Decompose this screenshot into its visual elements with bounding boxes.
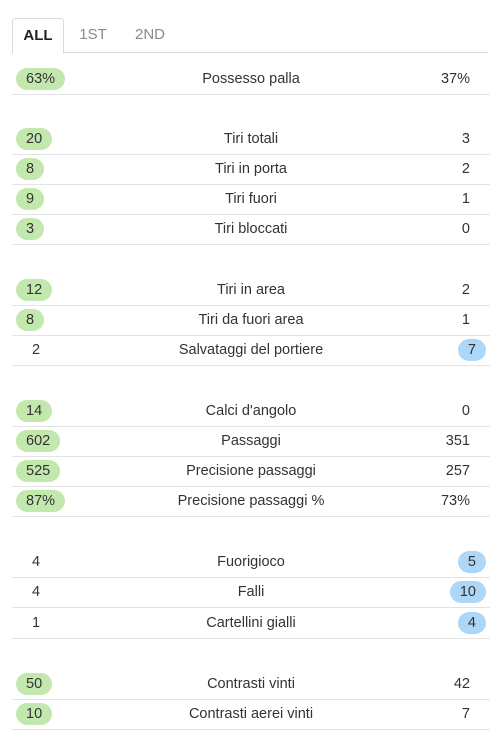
away-value: 2 bbox=[461, 282, 470, 298]
period-tabs: ALL 1ST 2ND bbox=[12, 18, 488, 54]
stat-row: Passaggi 602 351 bbox=[12, 426, 490, 457]
away-value: 10 bbox=[449, 581, 486, 603]
away-value: 3 bbox=[461, 131, 470, 147]
stat-label: Tiri bloccati bbox=[214, 221, 288, 237]
away-value: 1 bbox=[461, 191, 470, 207]
away-value: 257 bbox=[445, 463, 470, 479]
stat-label: Salvataggi del portiere bbox=[178, 342, 324, 358]
stat-label: Contrasti aerei vinti bbox=[188, 706, 314, 722]
away-value: 351 bbox=[445, 433, 470, 449]
stat-label: Contrasti vinti bbox=[207, 676, 295, 692]
home-value: 2 bbox=[32, 342, 41, 358]
stat-label: Precisione passaggi % bbox=[177, 493, 325, 509]
away-value: 37% bbox=[440, 71, 470, 87]
stat-row: Fuorigioco 4 5 bbox=[12, 547, 490, 578]
stat-label: Fuorigioco bbox=[217, 554, 285, 570]
home-value: 50 bbox=[16, 673, 53, 695]
home-value: 10 bbox=[16, 703, 53, 725]
home-value: 525 bbox=[16, 460, 61, 482]
stat-row: Precisione passaggi % 87% 73% bbox=[12, 486, 490, 517]
stat-row: Tiri in porta 8 2 bbox=[12, 154, 490, 185]
home-value: 12 bbox=[16, 279, 53, 301]
home-value: 4 bbox=[32, 554, 41, 570]
stat-label: Possesso palla bbox=[202, 71, 300, 87]
away-value: 0 bbox=[461, 221, 470, 237]
home-value: 1 bbox=[32, 615, 41, 631]
stat-row: Contrasti vinti 50 42 bbox=[12, 669, 490, 700]
home-value: 602 bbox=[16, 430, 61, 452]
stat-label: Calci d'angolo bbox=[205, 403, 297, 419]
stat-row: Precisione passaggi 525 257 bbox=[12, 456, 490, 487]
away-value: 42 bbox=[453, 676, 470, 692]
stat-label: Tiri fuori bbox=[225, 191, 277, 207]
stat-label: Tiri in porta bbox=[215, 161, 287, 177]
home-value: 14 bbox=[16, 400, 53, 422]
stat-label: Tiri in area bbox=[217, 282, 285, 298]
stat-label: Cartellini gialli bbox=[206, 615, 296, 631]
away-value: 2 bbox=[461, 161, 470, 177]
away-value: 4 bbox=[457, 612, 486, 634]
stat-row: Contrasti aerei vinti 10 7 bbox=[12, 699, 490, 730]
stat-label: Falli bbox=[237, 584, 265, 600]
stat-row: Salvataggi del portiere 2 7 bbox=[12, 335, 490, 366]
home-value: 87% bbox=[16, 490, 66, 512]
stat-row: Tiri da fuori area 8 1 bbox=[12, 305, 490, 336]
stat-row: Tiri fuori 9 1 bbox=[12, 184, 490, 215]
away-value: 1 bbox=[461, 312, 470, 328]
home-value: 63% bbox=[16, 68, 66, 90]
home-value: 20 bbox=[16, 128, 53, 150]
away-value: 7 bbox=[457, 339, 486, 361]
home-value: 8 bbox=[16, 309, 45, 331]
away-value: 7 bbox=[461, 706, 470, 722]
stat-row: Possesso palla 63% 37% bbox=[12, 64, 490, 95]
tab-all[interactable]: ALL bbox=[12, 18, 64, 54]
home-value: 4 bbox=[32, 584, 41, 600]
home-value: 3 bbox=[16, 218, 45, 240]
tab-2nd[interactable]: 2ND bbox=[134, 26, 165, 43]
away-value: 0 bbox=[461, 403, 470, 419]
stat-row: Falli 4 10 bbox=[12, 577, 490, 608]
stat-label: Passaggi bbox=[221, 433, 281, 449]
home-value: 9 bbox=[16, 188, 45, 210]
stat-row: Tiri totali 20 3 bbox=[12, 124, 490, 155]
away-value: 5 bbox=[457, 551, 486, 573]
tab-1st[interactable]: 1ST bbox=[79, 26, 107, 43]
stat-row: Tiri in area 12 2 bbox=[12, 275, 490, 306]
stat-row: Tiri bloccati 3 0 bbox=[12, 214, 490, 245]
stat-label: Tiri da fuori area bbox=[198, 312, 304, 328]
stat-row: Calci d'angolo 14 0 bbox=[12, 396, 490, 427]
away-value: 73% bbox=[440, 493, 470, 509]
stat-label: Precisione passaggi bbox=[186, 463, 316, 479]
stat-row: Cartellini gialli 1 4 bbox=[12, 608, 490, 639]
home-value: 8 bbox=[16, 158, 45, 180]
stat-label: Tiri totali bbox=[223, 131, 279, 147]
